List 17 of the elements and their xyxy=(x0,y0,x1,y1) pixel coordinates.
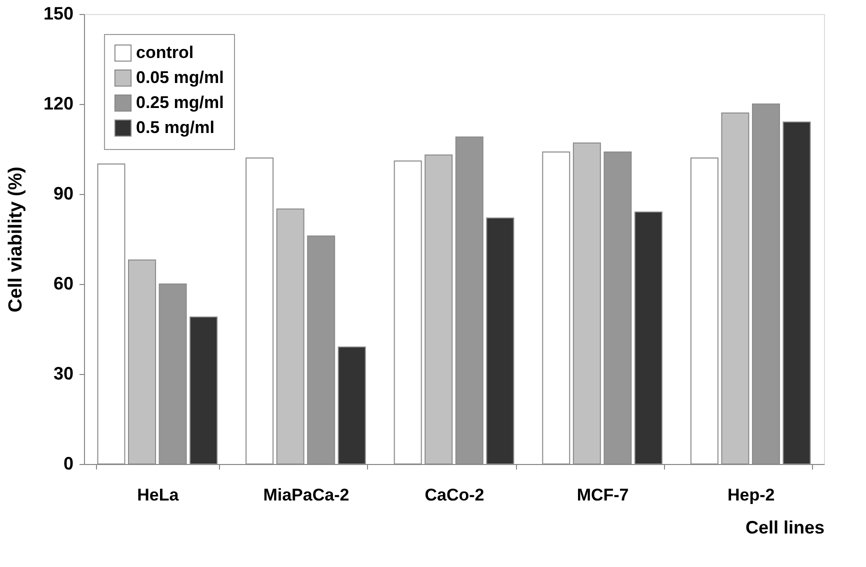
y-tick-label: 30 xyxy=(53,364,74,384)
x-tick-label: Hep-2 xyxy=(727,486,775,504)
x-tick-label: CaCo-2 xyxy=(424,486,484,504)
x-axis-title: Cell lines xyxy=(745,518,824,538)
x-tick-label: HeLa xyxy=(137,486,180,504)
y-tick-label: 90 xyxy=(53,184,74,204)
y-tick-label: 120 xyxy=(43,94,74,114)
x-tick-label: MCF-7 xyxy=(576,486,629,504)
y-tick-label: 150 xyxy=(43,4,74,24)
legend-label: 0.05 mg/ml xyxy=(136,68,224,87)
legend-label: 0.5 mg/ml xyxy=(136,118,214,137)
y-tick-label: 0 xyxy=(63,454,74,474)
legend-label: control xyxy=(136,43,194,62)
y-axis-title: Cell viability (%) xyxy=(5,166,26,312)
x-tick-label: MiaPaCa-2 xyxy=(263,486,350,504)
legend-label: 0.25 mg/ml xyxy=(136,93,224,112)
y-tick-label: 60 xyxy=(53,274,74,294)
